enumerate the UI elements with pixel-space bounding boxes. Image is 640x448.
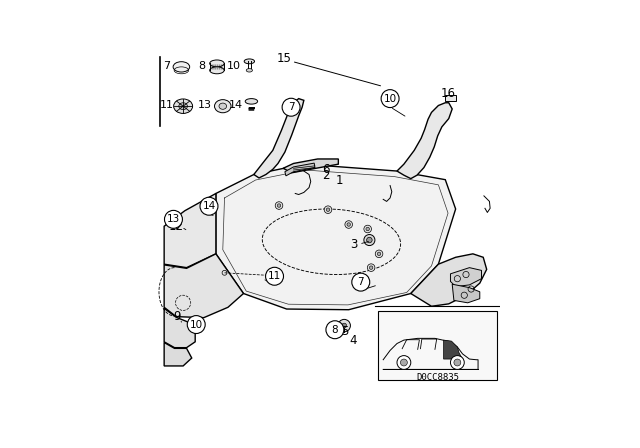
Circle shape	[364, 225, 371, 233]
Circle shape	[381, 90, 399, 108]
Text: D0CC8835: D0CC8835	[416, 373, 459, 382]
Circle shape	[367, 237, 372, 243]
Text: 8: 8	[332, 325, 338, 335]
Polygon shape	[164, 308, 195, 348]
Ellipse shape	[246, 69, 252, 72]
Polygon shape	[164, 342, 192, 366]
Circle shape	[378, 252, 381, 255]
Circle shape	[282, 98, 300, 116]
Circle shape	[375, 250, 383, 258]
Ellipse shape	[219, 103, 227, 109]
Circle shape	[342, 323, 347, 328]
Circle shape	[364, 234, 375, 246]
Circle shape	[324, 206, 332, 214]
Polygon shape	[164, 194, 216, 267]
Circle shape	[277, 204, 281, 207]
Polygon shape	[452, 284, 480, 303]
Polygon shape	[285, 163, 315, 176]
Circle shape	[275, 202, 283, 209]
FancyBboxPatch shape	[378, 311, 497, 380]
Circle shape	[266, 267, 284, 285]
Circle shape	[369, 266, 373, 269]
Bar	[445, 95, 456, 101]
Circle shape	[397, 356, 411, 370]
Ellipse shape	[173, 99, 193, 113]
Text: 4: 4	[349, 334, 356, 347]
Circle shape	[338, 319, 351, 332]
Text: 14: 14	[202, 201, 216, 211]
Text: 16: 16	[440, 87, 456, 100]
Ellipse shape	[244, 59, 255, 64]
Text: 7: 7	[288, 102, 294, 112]
Polygon shape	[283, 159, 339, 173]
Polygon shape	[411, 254, 486, 306]
Text: 1: 1	[335, 173, 343, 186]
Text: 13: 13	[198, 100, 211, 110]
Text: 2: 2	[322, 169, 330, 182]
Circle shape	[326, 321, 344, 339]
Circle shape	[326, 208, 330, 211]
Polygon shape	[397, 103, 452, 179]
Text: 3: 3	[350, 238, 357, 251]
Polygon shape	[451, 267, 481, 287]
Text: 5: 5	[341, 325, 348, 338]
Ellipse shape	[173, 62, 189, 72]
Ellipse shape	[210, 60, 224, 67]
Polygon shape	[164, 254, 243, 318]
Circle shape	[345, 221, 353, 228]
Text: 13: 13	[167, 214, 180, 224]
Circle shape	[352, 273, 370, 291]
Circle shape	[451, 356, 464, 370]
Text: 6: 6	[322, 163, 330, 176]
Text: 10: 10	[227, 61, 241, 71]
Ellipse shape	[214, 99, 231, 113]
Text: 12: 12	[169, 220, 184, 233]
Circle shape	[454, 359, 461, 366]
Text: 9: 9	[173, 310, 180, 323]
Circle shape	[347, 223, 351, 226]
Circle shape	[164, 211, 182, 228]
Text: 7: 7	[163, 61, 170, 71]
Circle shape	[367, 264, 375, 271]
Ellipse shape	[245, 99, 258, 104]
Circle shape	[401, 359, 407, 366]
Text: 10: 10	[189, 319, 203, 330]
Text: 14: 14	[228, 100, 243, 110]
Polygon shape	[216, 164, 456, 310]
Text: 15: 15	[276, 52, 291, 65]
Ellipse shape	[210, 67, 224, 74]
Text: 11: 11	[268, 271, 281, 281]
Polygon shape	[254, 99, 304, 178]
Circle shape	[188, 315, 205, 333]
Circle shape	[366, 227, 369, 231]
Text: 11: 11	[160, 100, 174, 110]
Ellipse shape	[179, 103, 188, 110]
Text: 7: 7	[358, 277, 364, 287]
Polygon shape	[444, 340, 463, 359]
Text: 10: 10	[383, 94, 397, 103]
Text: 8: 8	[198, 61, 205, 71]
Circle shape	[200, 197, 218, 215]
